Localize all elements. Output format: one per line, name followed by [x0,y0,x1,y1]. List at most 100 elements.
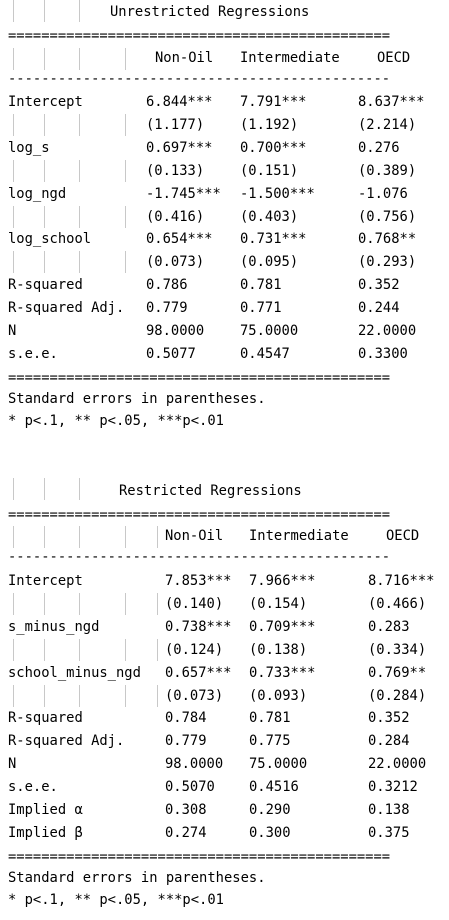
table-cell: 7.966*** [249,573,316,589]
table-cell: (1.177) [146,116,205,133]
table-cell: 98.0000 [165,756,224,773]
column-guide [13,684,14,707]
table-cell: 98.0000 [146,323,205,339]
column-guide [13,251,14,274]
column-guide [125,159,126,182]
row-label: s_minus_ngd [8,618,100,635]
column-guide [79,638,80,661]
table-cell: -1.076 [358,185,408,202]
table-cell: 0.769** [368,664,427,681]
row-label: s.e.e. [8,779,58,796]
table-cell: 0.375 [368,824,410,841]
table-cell: 0.731*** [240,231,307,248]
row-label: R-squared Adj. [8,733,125,750]
column-guide [125,592,126,615]
row-label: R-squared Adj. [8,300,125,317]
column-guide [44,592,45,615]
table-cell: 0.244 [358,300,400,317]
column-guide [44,159,45,182]
table-cell: (0.466) [368,595,427,612]
restricted-header-intermediate: Intermediate [249,528,349,544]
column-guide [79,205,80,228]
table-cell: 0.3300 [358,345,408,362]
row-label: N [8,323,17,339]
table-cell: 75.0000 [249,756,308,773]
table-cell: 0.775 [249,733,291,750]
table-cell: -1.745*** [146,185,221,202]
restricted-note-se: Standard errors in parentheses. [8,870,266,886]
table-cell: (0.403) [240,208,299,225]
unrestricted-note-significance: * p<.1, ** p<.05, ***p<.01 [8,413,224,429]
row-label: school_minus_ngd [8,664,141,681]
table-cell: (2.214) [358,116,417,133]
table-cell: (0.133) [146,162,205,179]
table-cell: 0.352 [358,277,400,294]
restricted-header-rule: ----------------------------------------… [8,549,391,565]
table-cell: (0.389) [358,162,417,179]
column-guide [44,205,45,228]
table-cell: 0.768** [358,231,417,248]
table-cell: (0.138) [249,641,308,658]
unrestricted-title: Unrestricted Regressions [110,4,310,20]
table-cell: 0.781 [249,710,291,727]
restricted-bottom-rule: ========================================… [8,849,391,865]
table-cell: (0.140) [165,595,224,612]
row-label: log_school [8,231,92,248]
column-guide [79,251,80,274]
table-cell: 6.844*** [146,94,213,110]
restricted-title: Restricted Regressions [119,483,302,499]
table-cell: 0.3212 [368,779,418,796]
column-guide [125,205,126,228]
table-cell: 75.0000 [240,323,299,339]
unrestricted-header-rule: ----------------------------------------… [8,71,391,87]
table-cell: 0.274 [165,824,207,841]
unrestricted-header-nonoil: Non-Oil [155,50,214,66]
table-cell: 8.637*** [358,94,425,110]
restricted-header-nonoil: Non-Oil [165,528,224,544]
table-cell: (0.124) [165,641,224,658]
table-cell: 0.697*** [146,139,213,156]
table-cell: 0.771 [240,300,282,317]
column-guide [79,113,80,136]
table-cell: 0.276 [358,139,400,156]
column-guide [44,684,45,707]
table-cell: (0.095) [240,254,299,271]
unrestricted-header-oecd: OECD [377,50,411,66]
row-label: log_s [8,139,50,156]
column-guide [44,113,45,136]
table-cell: 0.700*** [240,139,307,156]
unrestricted-note-se: Standard errors in parentheses. [8,391,266,407]
table-cell: 0.138 [368,802,410,818]
unrestricted-top-rule: ========================================… [8,28,391,44]
table-cell: (0.284) [368,687,427,704]
table-cell: 7.791*** [240,94,307,110]
column-guide [13,638,14,661]
table-cell: 0.784 [165,710,207,727]
column-guide [79,684,80,707]
table-cell: 0.284 [368,733,410,750]
column-guide [157,684,158,707]
table-cell: (0.093) [249,687,308,704]
restricted-note-significance: * p<.1, ** p<.05, ***p<.01 [8,892,224,908]
unrestricted-bottom-rule: ========================================… [8,370,391,386]
column-guide [157,592,158,615]
table-cell: 0.779 [165,733,207,750]
table-cell: 0.352 [368,710,410,727]
column-guide [13,113,14,136]
column-guide [157,638,158,661]
table-cell: 0.786 [146,277,188,294]
restricted-header-oecd: OECD [386,528,420,544]
table-cell: -1.500*** [240,185,315,202]
column-guide [44,251,45,274]
column-guide [125,113,126,136]
column-guide [13,205,14,228]
table-cell: 0.657*** [165,664,232,681]
table-cell: 0.5070 [165,779,215,796]
restricted-top-rule: ========================================… [8,507,391,523]
column-guide [79,159,80,182]
table-cell: 0.5077 [146,345,196,362]
unrestricted-header-intermediate: Intermediate [240,50,340,66]
table-cell: 0.4516 [249,779,299,796]
table-cell: (0.756) [358,208,417,225]
row-label: Intercept [8,573,83,589]
